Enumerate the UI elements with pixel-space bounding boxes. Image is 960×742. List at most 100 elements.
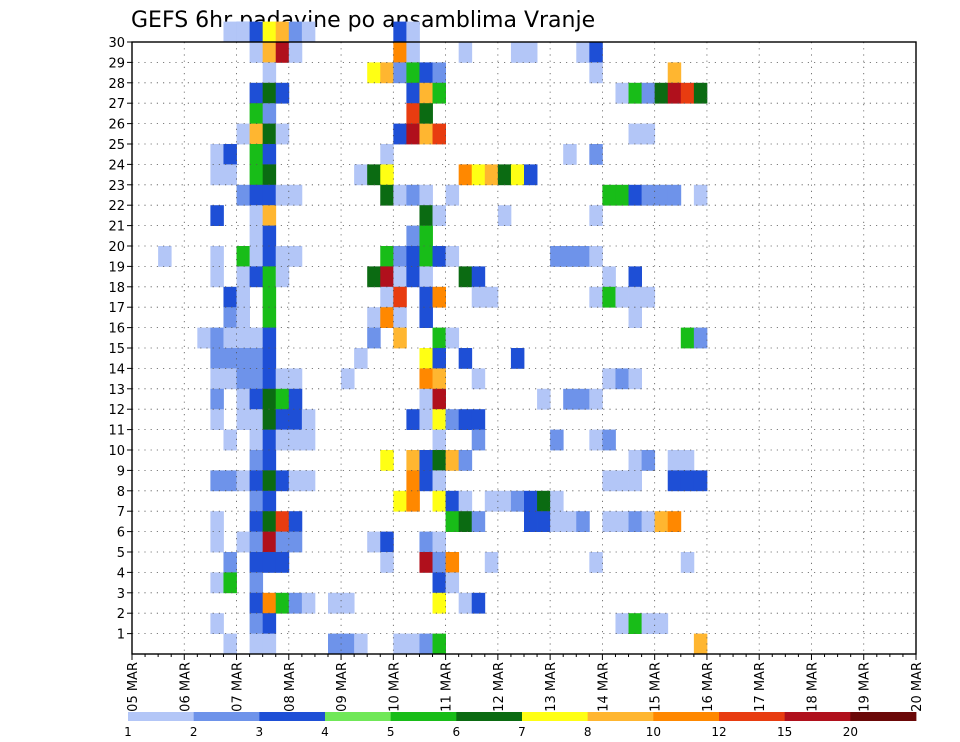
heatmap-cell [419,123,433,145]
heatmap-cell [262,205,277,226]
heatmap-cell [563,246,577,267]
legend-label: 15 [777,725,792,739]
heatmap-cell [249,205,264,226]
heatmap-cell [262,21,277,43]
x-tick-label: 11 MAR [440,662,455,712]
heatmap-cell [223,633,237,655]
heatmap-cell [628,450,642,471]
heatmap-cell [262,470,277,492]
heatmap-cell [406,225,420,247]
heatmap-cell [236,531,250,553]
heatmap-cell [432,62,446,84]
heatmap-cell [445,246,460,267]
heatmap-cell [432,368,446,390]
heatmap-cell [589,286,603,308]
heatmap-cell [236,348,250,369]
heatmap-cell [445,511,460,532]
heatmap-cell [419,266,433,288]
heatmap-cell [667,82,682,104]
heatmap-cell [288,409,303,430]
heatmap-cell [210,164,224,186]
heatmap-cell [288,388,303,410]
heatmap-cell [628,307,642,328]
y-tick-label: 7 [117,505,125,520]
y-tick-label: 9 [117,464,125,479]
x-tick-label: 14 MAR [596,662,611,712]
legend-label: 20 [843,725,858,739]
heatmap-cell [406,450,420,471]
legend-swatch [456,712,523,721]
heatmap-cell [693,327,708,349]
heatmap-cell [510,348,525,369]
heatmap-cell [484,164,499,186]
heatmap-cell [471,409,486,430]
heatmap-cell [524,42,538,63]
heatmap-cell [537,511,551,532]
heatmap-cell [367,62,381,84]
heatmap-cell [262,164,277,186]
heatmap-cell [432,552,446,573]
heatmap-cell [628,184,642,206]
heatmap-cell [445,409,460,430]
heatmap-cell [419,103,433,124]
heatmap-cell [445,572,460,594]
heatmap-cell [275,266,290,288]
heatmap-cell [458,490,473,512]
heatmap-cell [693,470,708,492]
heatmap-cell [275,82,290,104]
heatmap-cell [641,511,656,532]
y-tick-label: 26 [108,118,125,133]
heatmap-cell [419,531,433,553]
heatmap-cell [524,511,538,532]
heatmap-cell [510,164,525,186]
x-tick-label: 16 MAR [701,662,716,712]
legend-label: 4 [321,725,329,739]
heatmap-cell [380,184,394,206]
heatmap-cell [458,409,473,430]
heatmap-cell [236,470,250,492]
heatmap-cell [432,205,446,226]
heatmap-cell [223,552,237,573]
heatmap-cell [589,552,603,573]
heatmap-cell [406,21,420,43]
heatmap-cell [236,388,250,410]
y-tick-label: 14 [108,362,125,377]
heatmap-cell [393,633,407,655]
heatmap-cell [680,82,695,104]
heatmap-cell [249,572,264,594]
heatmap-cell [602,266,616,288]
legend-label: 3 [256,725,264,739]
heatmap-cell [445,184,460,206]
heatmap-cell [406,62,420,84]
heatmap-cell [602,286,616,308]
heatmap-cell [275,409,290,430]
heatmap-cell [236,246,250,267]
heatmap-cell [484,552,499,573]
heatmap-cell [210,266,224,288]
heatmap-cell [393,286,407,308]
heatmap-cell [288,429,303,451]
heatmap-cell [406,409,420,430]
heatmap-cell [328,633,342,655]
y-tick-label: 19 [108,260,125,275]
x-tick-label: 20 MAR [910,662,925,712]
heatmap-cell [210,205,224,226]
heatmap-cell [680,552,695,573]
heatmap-cell [471,368,486,390]
heatmap-cell [249,552,264,573]
heatmap-cell [628,368,642,390]
heatmap-cell [262,531,277,553]
heatmap-cell [458,511,473,532]
heatmap-cell [406,82,420,104]
y-axis-ticks: 1234567891011121314151617181920212223242… [108,36,132,643]
heatmap-cell [262,225,277,247]
heatmap-cell [249,592,264,614]
heatmap-cell [680,470,695,492]
heatmap-cell [680,327,695,349]
heatmap-cell [380,246,394,267]
heatmap-cell [510,490,525,512]
heatmap-cell [210,470,224,492]
heatmap-cell [249,388,264,410]
y-tick-label: 28 [108,77,125,92]
heatmap-cell [262,103,277,124]
